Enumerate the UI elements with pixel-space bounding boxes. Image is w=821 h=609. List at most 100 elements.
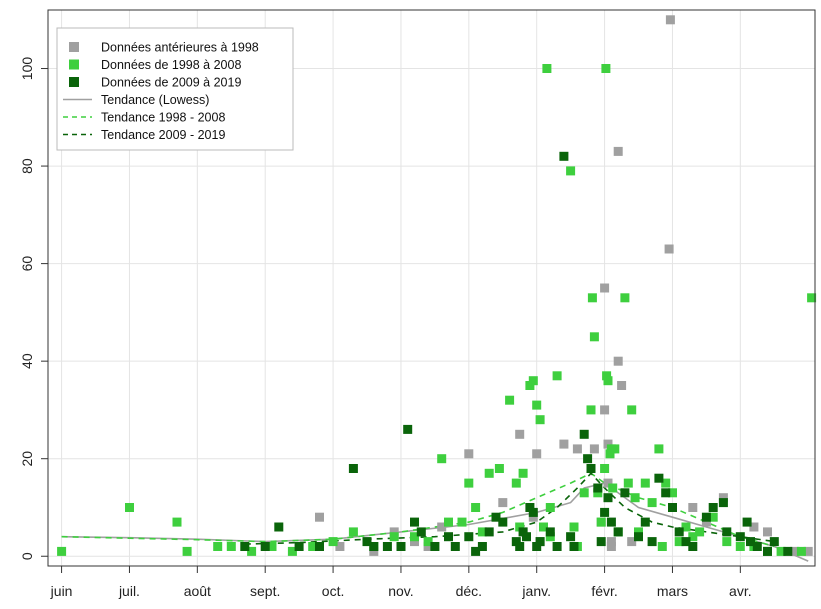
data-point	[457, 517, 467, 527]
data-point	[471, 503, 481, 512]
data-point	[657, 542, 667, 551]
data-points	[57, 15, 817, 556]
data-point	[763, 527, 772, 537]
data-point	[708, 512, 718, 522]
data-point	[535, 537, 545, 547]
y-tick-label: 20	[19, 451, 35, 467]
data-point	[525, 503, 535, 512]
data-point	[634, 527, 643, 537]
y-tick-label: 100	[19, 57, 35, 81]
data-point	[542, 64, 552, 73]
trend-line	[61, 472, 775, 548]
data-point	[606, 517, 616, 527]
data-point	[566, 166, 576, 176]
data-point	[569, 522, 579, 532]
data-point	[623, 478, 633, 488]
legend-label: Données de 2009 à 2019	[101, 76, 241, 90]
x-tick-label: août	[184, 583, 211, 599]
data-point	[674, 537, 684, 547]
data-point	[437, 522, 447, 532]
data-point	[602, 371, 612, 381]
data-point	[681, 522, 691, 532]
plot-frame	[47, 9, 816, 567]
data-point	[600, 405, 610, 415]
data-point	[807, 293, 817, 303]
data-point	[528, 512, 538, 522]
data-point	[647, 498, 657, 508]
data-point	[661, 478, 671, 488]
data-point	[437, 454, 447, 464]
data-point	[589, 444, 599, 454]
data-point	[668, 503, 677, 512]
data-point	[613, 527, 623, 537]
data-point	[606, 542, 616, 551]
data-point	[545, 527, 555, 537]
data-point	[511, 478, 521, 488]
data-point	[640, 478, 650, 488]
data-point	[423, 542, 433, 551]
legend: Données antérieures à 1998 Données de 199…	[56, 27, 294, 151]
data-point	[471, 546, 481, 556]
data-point	[579, 429, 589, 439]
data-point	[396, 542, 406, 551]
data-point	[532, 449, 542, 459]
data-point	[596, 537, 606, 547]
x-tick-label: avr.	[729, 583, 752, 599]
data-point	[444, 532, 453, 542]
data-point	[518, 468, 528, 478]
data-point	[617, 381, 627, 390]
x-tick-label: juil.	[118, 583, 140, 599]
data-point	[410, 532, 419, 542]
legend-swatch	[69, 77, 79, 87]
data-point	[610, 444, 620, 454]
data-point	[213, 542, 223, 551]
data-point	[620, 293, 630, 303]
data-point	[182, 546, 192, 556]
data-point	[260, 542, 270, 551]
data-point	[348, 527, 358, 537]
data-point	[600, 507, 610, 517]
data-point	[722, 527, 732, 537]
data-point	[423, 537, 433, 547]
axes: juin juil. août sept. oct. nov. déc. janv. févr.…	[19, 57, 752, 599]
data-point	[532, 400, 542, 410]
data-point	[583, 454, 593, 464]
data-point	[369, 546, 379, 556]
data-point	[477, 542, 487, 551]
data-point	[613, 146, 623, 156]
y-tick-label: 80	[19, 158, 35, 174]
data-point	[484, 468, 494, 478]
data-point	[522, 532, 531, 542]
data-point	[593, 488, 603, 498]
data-point	[505, 395, 515, 405]
data-point	[267, 542, 277, 551]
data-point	[603, 493, 613, 503]
data-point	[328, 537, 338, 547]
data-point	[569, 542, 579, 551]
data-point	[477, 527, 487, 537]
data-point	[369, 542, 379, 551]
grid	[48, 10, 815, 566]
data-point	[491, 512, 501, 522]
data-point	[226, 542, 236, 551]
data-point	[603, 439, 613, 449]
data-point	[640, 517, 650, 527]
data-point	[620, 488, 630, 498]
data-point	[315, 512, 324, 522]
data-point	[430, 542, 440, 551]
data-point	[605, 449, 615, 459]
data-point	[668, 488, 677, 498]
data-point	[444, 517, 453, 527]
data-point	[718, 498, 728, 508]
data-point	[559, 151, 569, 161]
data-point	[552, 371, 562, 381]
data-point	[410, 537, 419, 547]
data-point	[528, 507, 538, 517]
data-point	[763, 546, 772, 556]
data-point	[450, 542, 460, 551]
data-point	[630, 493, 640, 503]
data-point	[776, 546, 786, 556]
y-tick-label: 40	[19, 353, 35, 369]
data-point	[665, 15, 675, 25]
data-point	[586, 464, 596, 473]
